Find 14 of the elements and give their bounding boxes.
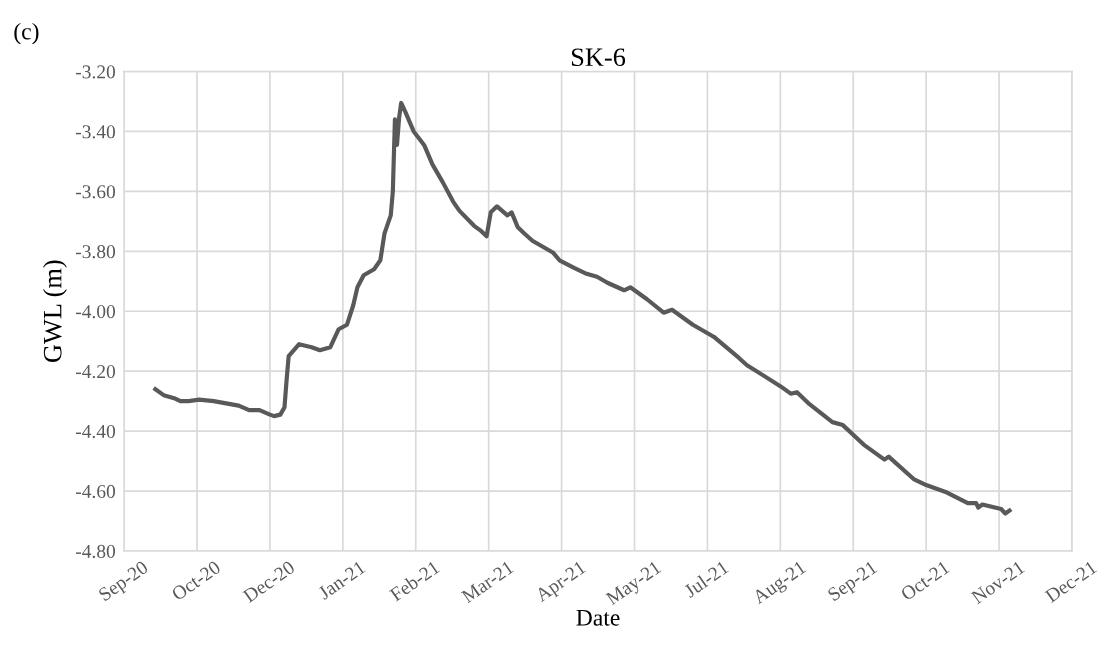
y-tick-label: -3.80 xyxy=(75,245,116,259)
text: (c) xyxy=(14,22,39,45)
y-tick-label: -3.20 xyxy=(75,65,116,79)
y-tick-label: -4.20 xyxy=(75,364,116,379)
y-tick-label: -4.00 xyxy=(75,305,116,319)
y-tick-label: -3.60 xyxy=(75,185,116,199)
y-axis-title: GWL (m) xyxy=(43,260,67,363)
x-axis-title: Date xyxy=(576,610,620,626)
chart-title: SK-6 xyxy=(571,48,626,67)
y-tick-label: -3.40 xyxy=(75,125,116,139)
y-tick-label: -4.40 xyxy=(75,424,116,439)
y-tick-label: -4.60 xyxy=(75,484,116,499)
line-series xyxy=(153,100,1012,516)
y-tick-label: -4.80 xyxy=(75,544,116,559)
